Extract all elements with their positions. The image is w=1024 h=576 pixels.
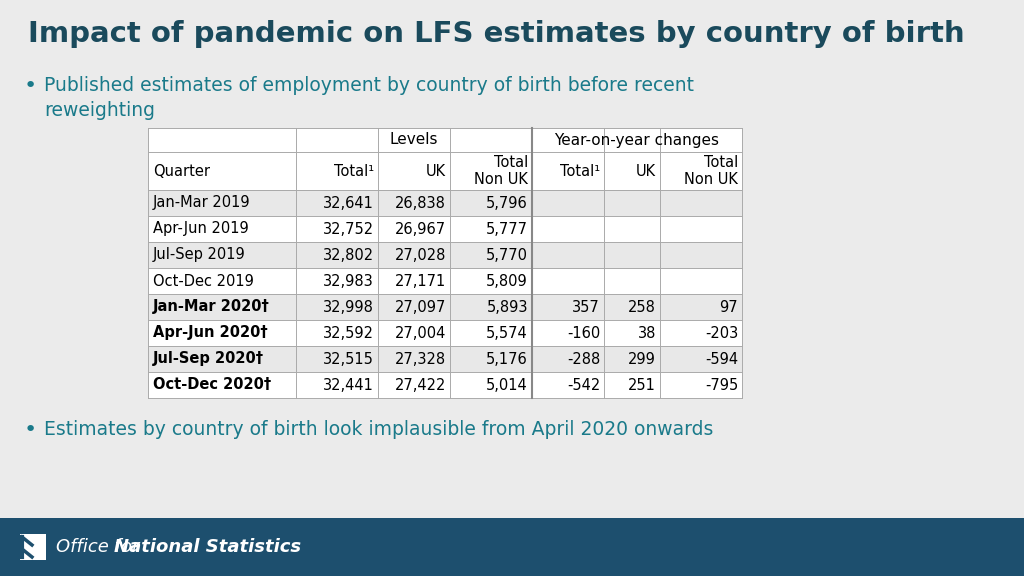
Text: 5,777: 5,777: [486, 222, 528, 237]
Text: 32,515: 32,515: [324, 351, 374, 366]
Text: 5,893: 5,893: [486, 300, 528, 314]
Text: 251: 251: [628, 377, 656, 392]
Text: Quarter: Quarter: [153, 164, 210, 179]
Text: 5,014: 5,014: [486, 377, 528, 392]
Text: Year-on-year changes: Year-on-year changes: [555, 132, 720, 147]
Text: Impact of pandemic on LFS estimates by country of birth: Impact of pandemic on LFS estimates by c…: [28, 20, 965, 48]
Text: •: •: [24, 76, 37, 96]
Text: 38: 38: [638, 325, 656, 340]
Text: Total
Non UK: Total Non UK: [474, 155, 528, 187]
Text: Oct-Dec 2020†: Oct-Dec 2020†: [153, 377, 271, 392]
Text: 32,592: 32,592: [323, 325, 374, 340]
Text: -594: -594: [705, 351, 738, 366]
Bar: [20, 534, 46, 560]
Bar: [148, 242, 742, 268]
Text: UK: UK: [426, 164, 446, 179]
Bar: [148, 190, 742, 216]
Text: National Statistics: National Statistics: [114, 538, 301, 556]
Text: Levels: Levels: [390, 132, 438, 147]
Text: 27,171: 27,171: [394, 274, 446, 289]
Text: 357: 357: [572, 300, 600, 314]
Text: Office for: Office for: [56, 538, 145, 556]
Text: Apr-Jun 2020†: Apr-Jun 2020†: [153, 325, 267, 340]
Text: Jan-Mar 2020†: Jan-Mar 2020†: [153, 300, 269, 314]
Text: -288: -288: [566, 351, 600, 366]
Text: 27,328: 27,328: [395, 351, 446, 366]
Text: 258: 258: [628, 300, 656, 314]
Text: Jul-Sep 2019: Jul-Sep 2019: [153, 248, 246, 263]
Text: -795: -795: [705, 377, 738, 392]
Text: 27,028: 27,028: [394, 248, 446, 263]
Text: 32,441: 32,441: [324, 377, 374, 392]
Text: 27,097: 27,097: [394, 300, 446, 314]
Text: •: •: [24, 420, 37, 440]
Text: Apr-Jun 2019: Apr-Jun 2019: [153, 222, 249, 237]
Text: 32,802: 32,802: [323, 248, 374, 263]
Bar: [148, 268, 742, 294]
Bar: [148, 216, 742, 242]
Text: UK: UK: [636, 164, 656, 179]
Text: 27,004: 27,004: [394, 325, 446, 340]
Text: -160: -160: [566, 325, 600, 340]
Bar: [148, 346, 742, 372]
Text: Jul-Sep 2020†: Jul-Sep 2020†: [153, 351, 264, 366]
Bar: [148, 372, 742, 398]
Text: 299: 299: [628, 351, 656, 366]
Text: 32,641: 32,641: [324, 195, 374, 210]
Text: Oct-Dec 2019: Oct-Dec 2019: [153, 274, 254, 289]
Text: Total
Non UK: Total Non UK: [684, 155, 738, 187]
Bar: [148, 320, 742, 346]
Text: 26,838: 26,838: [395, 195, 446, 210]
Text: 5,574: 5,574: [486, 325, 528, 340]
Text: -203: -203: [705, 325, 738, 340]
Text: 5,770: 5,770: [486, 248, 528, 263]
Text: 97: 97: [720, 300, 738, 314]
Text: Total¹: Total¹: [560, 164, 600, 179]
Text: 32,998: 32,998: [324, 300, 374, 314]
Text: 5,176: 5,176: [486, 351, 528, 366]
Text: -542: -542: [566, 377, 600, 392]
Text: Published estimates of employment by country of birth before recent
reweighting: Published estimates of employment by cou…: [44, 76, 694, 120]
Text: 32,752: 32,752: [323, 222, 374, 237]
Bar: [148, 294, 742, 320]
Bar: [148, 128, 742, 398]
Text: 32,983: 32,983: [324, 274, 374, 289]
Bar: [0, 518, 1024, 576]
Text: 26,967: 26,967: [395, 222, 446, 237]
Text: 5,796: 5,796: [486, 195, 528, 210]
Text: Estimates by country of birth look implausible from April 2020 onwards: Estimates by country of birth look impla…: [44, 420, 714, 439]
Text: 5,809: 5,809: [486, 274, 528, 289]
Text: Total¹: Total¹: [334, 164, 374, 179]
Text: 27,422: 27,422: [394, 377, 446, 392]
Text: Jan-Mar 2019: Jan-Mar 2019: [153, 195, 251, 210]
